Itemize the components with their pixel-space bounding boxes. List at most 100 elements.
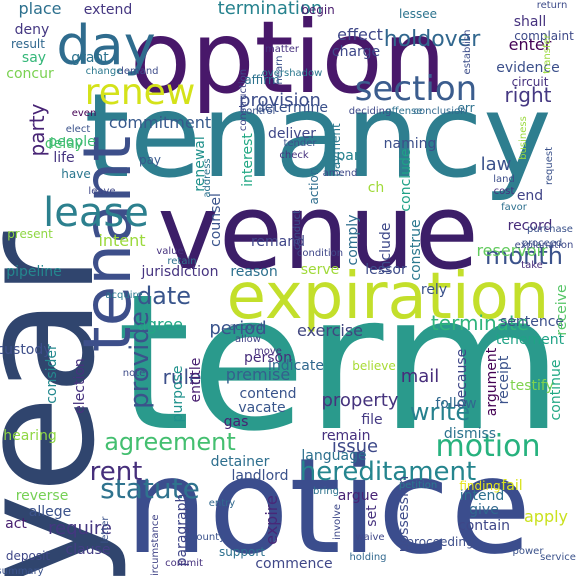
word-establish: establish: [462, 30, 473, 75]
word-comply: comply: [345, 215, 361, 266]
word-par: par: [336, 148, 359, 164]
word-involve: involve: [332, 504, 343, 540]
word-contend: contend: [240, 386, 297, 402]
word-possession: possession: [396, 476, 412, 553]
word-indicate: indicate: [268, 358, 324, 374]
word-notice: notice: [125, 430, 532, 576]
word-receive: receive: [554, 284, 570, 335]
word-law: law: [481, 154, 512, 175]
word-ch: ch: [368, 180, 385, 196]
word-file: file: [361, 412, 382, 428]
word-acquire: acquire: [105, 290, 142, 301]
word-allow: allow: [235, 334, 261, 345]
word-shall: shall: [514, 14, 547, 30]
word-matter: matter: [265, 44, 300, 55]
word-lease: lease: [43, 190, 149, 236]
word-people: people: [48, 134, 95, 150]
word-cost: cost: [494, 186, 515, 197]
word-exercise: exercise: [297, 321, 363, 340]
word-tenement: tenement: [496, 332, 565, 348]
word-argue: argue: [338, 488, 378, 504]
word-present: present: [7, 227, 53, 241]
word-power: power: [513, 546, 545, 557]
word-business: business: [518, 116, 529, 160]
word-result: result: [11, 37, 45, 51]
word-favor: favor: [501, 202, 528, 213]
word-dismiss: dismiss: [444, 426, 496, 442]
word-conclude: conclude: [398, 148, 414, 211]
word-renewal: renewal: [192, 136, 208, 191]
word-entry: entry: [209, 498, 236, 509]
word-letter: letter: [100, 516, 111, 544]
word-pipeline: pipeline: [6, 264, 62, 280]
word-circumstance: circumstance: [150, 515, 161, 576]
word-day: day: [56, 14, 155, 77]
word-tender: tender: [283, 138, 317, 149]
word-extend: extend: [84, 2, 133, 18]
word-conduct: conduct: [292, 210, 303, 250]
word-because: because: [454, 349, 470, 408]
word-lessee: lessee: [399, 7, 437, 21]
word-hereditament: hereditament: [300, 457, 476, 487]
word-terminate: terminate: [431, 311, 529, 335]
word-premise: premise: [226, 365, 290, 384]
word-agreement: agreement: [104, 428, 236, 456]
word-believe: believe: [352, 359, 396, 373]
word-even: even: [72, 108, 97, 119]
word-follow: follow: [435, 396, 476, 412]
word-leave: leave: [88, 186, 115, 197]
word-remain: remain: [321, 428, 370, 444]
word-move: move: [254, 346, 282, 357]
word-interest: interest: [240, 133, 256, 187]
word-custody: custody: [0, 342, 52, 358]
word-holding: holding: [349, 552, 386, 563]
word-offense: offense: [386, 106, 423, 117]
word-date: date: [137, 282, 191, 310]
word-summary: summary: [0, 566, 44, 576]
word-provision: provision: [239, 90, 321, 111]
word-transfer: transfer: [542, 33, 553, 73]
word-set: set: [364, 505, 380, 527]
word-deliver: deliver: [268, 126, 316, 142]
word-control: control: [241, 106, 276, 117]
word-err: err: [457, 101, 474, 115]
word-address: address: [202, 158, 213, 197]
word-action: action: [307, 168, 321, 205]
word-holdover: holdover: [384, 27, 481, 52]
word-rule: rule: [163, 365, 202, 389]
word-sentence: sentence: [500, 314, 564, 330]
word-tenant: tenant: [69, 136, 146, 352]
word-support: support: [219, 545, 265, 559]
word-receipt: receipt: [496, 355, 512, 404]
word-allege: allege: [29, 504, 71, 520]
word-argument: argument: [484, 347, 500, 416]
word-proceed: proceed: [522, 238, 563, 249]
word-demand: demand: [117, 66, 158, 77]
word-land: land: [493, 174, 515, 185]
word-finding: finding: [459, 479, 500, 493]
word-fail: fail: [501, 478, 522, 494]
word-grant: grant: [71, 50, 109, 66]
word-request: request: [544, 147, 555, 185]
word-remand: remand: [251, 234, 305, 250]
word-bring: bring: [313, 486, 339, 497]
word-hearn: hearn: [274, 56, 285, 85]
word-commence: commence: [255, 556, 332, 572]
word-determine: determine: [256, 100, 328, 116]
word-venue: venue: [157, 171, 478, 293]
word-check: check: [279, 150, 308, 161]
word-right: right: [505, 83, 552, 107]
word-say: say: [22, 50, 46, 66]
word-affirm: affirm: [244, 73, 279, 87]
word-paragraph: paragraph: [174, 494, 190, 567]
word-give: give: [469, 502, 499, 518]
word-pay: pay: [139, 153, 161, 167]
word-reverse: reverse: [16, 488, 69, 504]
word-require: require: [48, 518, 112, 539]
word-motion: motion: [435, 429, 540, 464]
word-write: write: [410, 398, 470, 426]
word-rely: rely: [421, 282, 447, 298]
word-expire: expire: [262, 495, 281, 545]
word-clause: clause: [66, 542, 111, 558]
